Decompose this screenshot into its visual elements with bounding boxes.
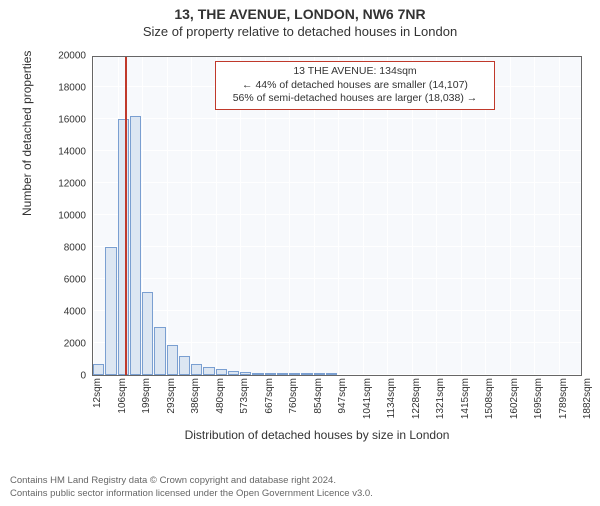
histogram-bar [118,119,129,375]
callout-line3: 56% of semi-detached houses are larger (… [222,92,488,106]
footer-line1: Contains HM Land Registry data © Crown c… [10,475,373,487]
x-tick-label: 760sqm [288,378,299,414]
histogram-bar [216,369,227,375]
gridline-v [93,57,94,375]
histogram-bar [203,367,214,375]
y-tick-label: 2000 [64,339,86,350]
y-tick-label: 16000 [58,115,86,126]
highlight-line [125,57,127,375]
histogram-bar [252,373,263,375]
gridline-v [559,57,560,375]
callout-box: 13 THE AVENUE: 134sqm ← 44% of detached … [215,61,495,110]
x-axis-label: Distribution of detached houses by size … [52,428,582,442]
y-tick-label: 12000 [58,179,86,190]
y-tick-label: 6000 [64,275,86,286]
x-tick-label: 1134sqm [386,378,397,418]
gridline-v [191,57,192,375]
x-tick-label: 386sqm [190,378,201,414]
footer-attribution: Contains HM Land Registry data © Crown c… [10,475,373,500]
histogram-bar [167,345,178,375]
chart-title-sub: Size of property relative to detached ho… [0,24,600,39]
histogram-bar [105,247,116,375]
x-tick-label: 1789sqm [558,378,569,419]
gridline-v [534,57,535,375]
chart-title-main: 13, THE AVENUE, LONDON, NW6 7NR [0,6,600,22]
histogram-bar [191,364,202,375]
y-tick-label: 10000 [58,211,86,222]
x-tick-label: 854sqm [313,378,324,414]
y-tick-label: 20000 [58,51,86,62]
x-tick-label: 1882sqm [582,378,593,419]
x-tick-label: 667sqm [264,378,275,414]
histogram-bar [93,364,104,375]
x-tick-label: 1321sqm [435,378,446,419]
x-tick-label: 947sqm [337,378,348,414]
callout-line2: ← 44% of detached houses are smaller (14… [222,79,488,93]
histogram-bar [142,292,153,375]
x-tick-label: 1508sqm [484,378,495,419]
x-tick-label: 480sqm [215,378,226,414]
y-ticks: 0200040006000800010000120001400016000180… [52,56,90,376]
histogram-bar [228,371,239,375]
histogram-bar [179,356,190,375]
x-tick-label: 573sqm [239,378,250,414]
x-tick-label: 12sqm [92,378,103,408]
chart-container: 13 THE AVENUE: 134sqm ← 44% of detached … [52,56,582,416]
callout-line1: 13 THE AVENUE: 134sqm [222,65,488,79]
histogram-bar [289,373,300,375]
y-tick-label: 0 [80,371,86,382]
x-tick-label: 1602sqm [509,378,520,419]
gridline-v [510,57,511,375]
y-tick-label: 4000 [64,307,86,318]
x-tick-label: 1228sqm [411,378,422,419]
x-tick-label: 293sqm [166,378,177,414]
x-tick-label: 199sqm [141,378,152,414]
y-tick-label: 8000 [64,243,86,254]
gridline-v [167,57,168,375]
histogram-bar [154,327,165,375]
y-tick-label: 18000 [58,83,86,94]
x-tick-label: 106sqm [117,378,128,414]
plot-area: 13 THE AVENUE: 134sqm ← 44% of detached … [92,56,582,376]
histogram-bar [240,372,251,375]
y-axis-label: Number of detached properties [20,51,34,216]
histogram-bar [314,373,325,375]
histogram-bar [326,373,337,375]
x-tick-label: 1695sqm [533,378,544,419]
histogram-bar [130,116,141,375]
footer-line2: Contains public sector information licen… [10,488,373,500]
x-ticks: 12sqm 106sqm 199sqm 293sqm 386sqm 480sqm 573sq… [92,376,582,416]
y-tick-label: 14000 [58,147,86,158]
histogram-bar [277,373,288,375]
histogram-bar [265,373,276,375]
x-tick-label: 1041sqm [362,378,373,419]
x-tick-label: 1415sqm [460,378,471,419]
histogram-bar [301,373,312,375]
